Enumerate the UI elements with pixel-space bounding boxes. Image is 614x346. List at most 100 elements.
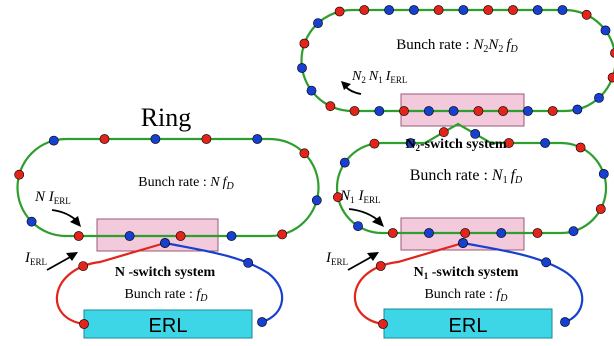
top-ring-current: N2 N1 IERL xyxy=(351,69,407,85)
top-ring-bunch xyxy=(483,5,494,15)
left-ring-bunch xyxy=(226,231,237,241)
top-ring-bunches xyxy=(297,5,614,116)
mid-ring-bunch xyxy=(339,157,350,168)
right-erl-box xyxy=(383,308,553,339)
mid-ring-current: N1 IERL xyxy=(339,188,381,205)
top-ring-current-arrow xyxy=(344,85,362,95)
top-ring-bunch xyxy=(448,106,459,116)
mid-ring-bunch xyxy=(387,228,398,238)
top-ring-bunch xyxy=(473,106,484,116)
left-erl-red-bunch xyxy=(79,319,89,329)
left-ring-track xyxy=(16,137,320,238)
right-diagram: ERL Bunch rate : N2N2 fD N2 N1 IERL N2-swit… xyxy=(297,5,614,339)
mid-ring-bunch xyxy=(470,128,481,139)
right-erl-red-path xyxy=(353,241,464,326)
top-ring-bunch xyxy=(610,48,614,58)
mid-ring-bunch xyxy=(595,204,606,214)
mid-ring-bunch xyxy=(405,138,416,148)
left-ring-bunch xyxy=(175,231,186,241)
top-ring-bunch xyxy=(458,5,469,15)
top-ring-bunch xyxy=(433,5,444,15)
mid-ring-bunch xyxy=(369,138,380,149)
n2-switch-label: N2-switch system xyxy=(405,137,507,153)
top-ring-bunch-rate: Bunch rate : N2N2 fD xyxy=(396,37,518,55)
top-ring-bunch xyxy=(594,93,604,103)
right-erl-blue-bunch xyxy=(541,257,551,268)
right-erl-label: ERL xyxy=(449,315,488,337)
top-ring-bunch xyxy=(498,106,508,116)
right-input-arrowhead xyxy=(367,252,379,261)
right-erl-blue-bunch xyxy=(560,317,570,327)
mid-ring-bunches xyxy=(332,127,609,238)
top-ring-bunch xyxy=(607,72,614,83)
top-ring-bunch xyxy=(557,5,568,15)
right-erl-bunch-rate: Bunch rate : fD xyxy=(424,287,508,304)
ring-title: Ring xyxy=(141,103,192,132)
left-ring-current: N IERL xyxy=(34,189,71,206)
right-input-arrow xyxy=(347,255,374,271)
left-ring-bunch xyxy=(150,134,161,144)
left-ring-bunch xyxy=(252,134,263,144)
left-erl-box xyxy=(83,309,253,339)
mid-ring-bunch xyxy=(496,228,507,238)
left-erl-red-path xyxy=(55,241,166,326)
left-ring-bunch xyxy=(99,134,110,144)
top-ring-bunch xyxy=(349,106,360,116)
top-ring-bunch xyxy=(374,106,385,116)
right-erl-red-bunch xyxy=(375,261,386,271)
n-switch-label: N -switch system xyxy=(115,265,216,280)
mid-ring-bunch xyxy=(353,221,363,231)
left-erl-bunches xyxy=(78,238,267,329)
top-ring-bunch xyxy=(334,6,345,17)
left-erl-red-bunch xyxy=(78,261,89,271)
left-ring-bunch xyxy=(73,231,84,241)
right-erl-bunches xyxy=(375,238,570,329)
mid-ring-current-arrowhead xyxy=(372,216,384,227)
left-ring-bunches xyxy=(14,134,322,241)
right-erl-red-bunch xyxy=(378,319,388,329)
left-erl-label: ERL xyxy=(149,315,188,337)
top-ring-current-arrowhead xyxy=(341,81,351,90)
top-ring-bunch xyxy=(306,85,317,96)
mid-ring-bunch xyxy=(460,228,471,238)
left-ring-bunch xyxy=(48,135,59,146)
right-erl-blue-bunch xyxy=(458,238,468,248)
top-ring-bunch xyxy=(359,5,370,15)
mid-ring-bunch xyxy=(568,226,579,237)
top-ring-bunch xyxy=(297,63,307,73)
mid-ring-bunch xyxy=(540,138,550,148)
left-ring-bunch xyxy=(201,134,212,144)
top-ring-bunch xyxy=(581,9,592,20)
left-ring-bunch xyxy=(277,229,288,240)
left-ring-current-arrowhead xyxy=(70,216,81,227)
left-erl-blue-bunch xyxy=(257,317,267,327)
mid-ring-bunch xyxy=(332,192,343,203)
left-input-current: IERL xyxy=(24,250,47,267)
left-ring-bunch xyxy=(299,148,310,159)
top-ring-bunch xyxy=(299,38,310,49)
left-erl-blue-path xyxy=(164,241,284,324)
left-erl-blue-bunch xyxy=(243,257,254,268)
mid-ring-bunch xyxy=(503,138,514,148)
left-ring-bunch xyxy=(26,216,37,227)
top-ring-bunch xyxy=(423,106,434,116)
left-input-arrow xyxy=(46,255,73,271)
top-ring-bunch xyxy=(572,104,583,115)
mid-ring-bunch xyxy=(532,228,543,238)
top-ring-bunch xyxy=(508,5,518,15)
right-erl-blue-path xyxy=(462,241,584,324)
mid-ring-bunch xyxy=(598,168,609,179)
left-ring-bunch xyxy=(124,231,135,241)
left-erl-blue-bunch xyxy=(160,238,170,248)
top-ring-bunch xyxy=(600,25,611,36)
mid-ring-bunch xyxy=(424,228,434,238)
left-erl-bunch-rate: Bunch rate : fD xyxy=(124,287,208,304)
right-input-current: IERL xyxy=(325,250,348,267)
left-ring-bunch xyxy=(14,169,25,180)
top-ring-bunch xyxy=(325,101,336,112)
top-ring-bunch xyxy=(384,5,394,15)
top-ring-bunch xyxy=(399,106,409,116)
left-ring-bunch xyxy=(311,195,322,206)
